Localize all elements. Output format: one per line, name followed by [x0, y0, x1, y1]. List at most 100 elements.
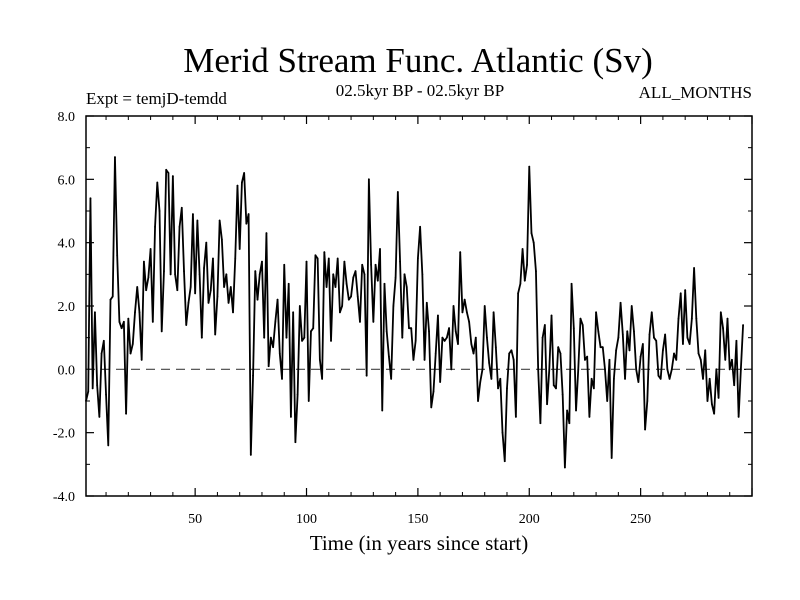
- data-point: [595, 311, 597, 314]
- data-point: [388, 355, 390, 358]
- data-point: [528, 165, 531, 168]
- data-point: [737, 415, 740, 418]
- data-point: [325, 286, 328, 288]
- data-point: [336, 257, 339, 260]
- data-point: [719, 311, 722, 314]
- data-point: [463, 298, 466, 301]
- data-point: [532, 241, 535, 244]
- data-point: [726, 317, 729, 320]
- data-point: [735, 339, 738, 342]
- data-point: [655, 339, 658, 342]
- data-point: [572, 327, 575, 330]
- data-point: [301, 339, 303, 342]
- data-point: [414, 339, 417, 342]
- data-point: [243, 172, 246, 174]
- data-point: [428, 330, 430, 333]
- data-point: [641, 343, 644, 345]
- data-point: [699, 358, 702, 361]
- data-point: [470, 343, 473, 345]
- x-tick-label: 100: [296, 512, 317, 527]
- data-point: [575, 409, 577, 412]
- data-point: [503, 460, 506, 463]
- data-point: [298, 305, 301, 307]
- data-point: [111, 295, 114, 298]
- data-point: [214, 333, 217, 336]
- data-point: [552, 384, 555, 387]
- data-point: [673, 352, 675, 355]
- data-point: [517, 292, 520, 295]
- period-label: 02.5kyr BP - 02.5kyr BP: [336, 81, 504, 100]
- data-point: [305, 260, 308, 263]
- data-point: [546, 403, 548, 406]
- data-point: [412, 358, 415, 361]
- data-point: [601, 346, 604, 349]
- data-point: [539, 422, 542, 425]
- data-point: [670, 368, 673, 371]
- data-point: [481, 368, 484, 371]
- data-point: [258, 273, 261, 276]
- data-point: [561, 393, 564, 396]
- data-point: [359, 320, 361, 323]
- data-point: [659, 377, 662, 380]
- data-point: [472, 352, 475, 355]
- data-point: [457, 343, 459, 345]
- data-point: [350, 295, 352, 298]
- data-point: [352, 276, 355, 279]
- data-point: [666, 368, 669, 371]
- data-point: [212, 257, 214, 260]
- x-axis-ticks: 50 100 150 200 250: [105, 116, 753, 527]
- data-point: [294, 441, 297, 444]
- data-point: [334, 286, 337, 288]
- data-point: [256, 298, 259, 301]
- data-point: [693, 267, 695, 269]
- data-point: [728, 368, 731, 371]
- data-point: [98, 415, 101, 418]
- data-point: [564, 466, 566, 469]
- data-point: [684, 289, 687, 292]
- data-point: [232, 311, 234, 314]
- data-point: [312, 327, 315, 330]
- data-point: [474, 336, 477, 339]
- data-point: [608, 358, 611, 361]
- data-point: [492, 311, 495, 314]
- data-point: [116, 254, 119, 257]
- x-tick-label: 50: [188, 512, 202, 527]
- data-point: [339, 311, 341, 314]
- data-point: [510, 349, 513, 352]
- data-point: [581, 324, 584, 326]
- data-point: [682, 343, 684, 345]
- data-point: [679, 292, 682, 295]
- data-point: [717, 396, 720, 399]
- data-point: [171, 175, 174, 178]
- data-point: [722, 327, 724, 330]
- data-point: [706, 400, 709, 402]
- data-point: [604, 368, 606, 371]
- data-point: [196, 219, 199, 222]
- data-point: [523, 279, 526, 282]
- data-point: [664, 333, 667, 336]
- data-point: [180, 206, 183, 209]
- data-point: [216, 295, 219, 298]
- data-point: [122, 320, 125, 323]
- data-point: [347, 298, 350, 301]
- data-point: [381, 409, 384, 412]
- data-point: [550, 314, 553, 317]
- data-point: [174, 273, 177, 276]
- data-point: [713, 412, 716, 415]
- y-tick-label: -2.0: [53, 427, 75, 442]
- data-point: [227, 301, 230, 304]
- data-point: [633, 330, 635, 333]
- data-point: [621, 333, 624, 336]
- data-point: [109, 298, 112, 301]
- data-point: [276, 298, 279, 301]
- data-point: [483, 305, 486, 307]
- data-point: [454, 330, 457, 333]
- data-point: [677, 317, 680, 320]
- data-point: [100, 352, 103, 355]
- data-point: [392, 305, 395, 307]
- data-point: [479, 381, 482, 383]
- data-point: [145, 289, 148, 292]
- data-point: [499, 377, 502, 380]
- data-point: [316, 257, 319, 260]
- data-point: [254, 270, 257, 273]
